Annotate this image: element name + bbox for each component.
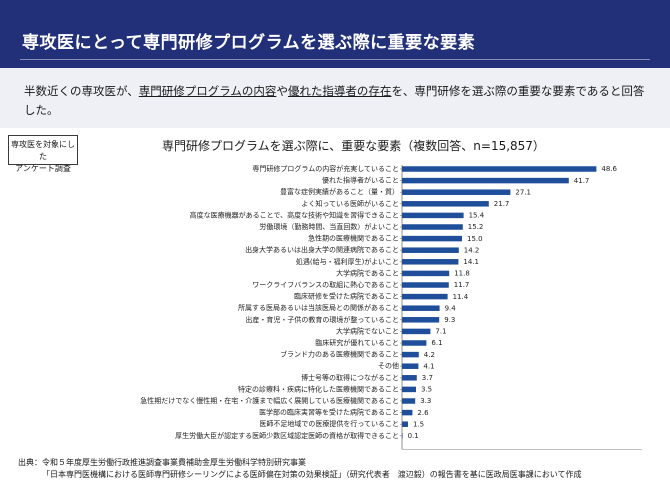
category-label: 博士号等の取得につながること xyxy=(301,373,399,382)
bar xyxy=(402,421,408,427)
category-label: よく知っている医師がいること xyxy=(301,199,399,208)
bar-chart: 専門研修プログラムの内容が充実していること 48.6 優れた指導者がいること 41.7… xyxy=(140,164,642,450)
value-label: 4.2 xyxy=(424,351,435,359)
value-label: 48.6 xyxy=(601,165,617,173)
bar xyxy=(402,351,419,358)
category-label: 厚生労働大臣が認定する医師少数区域認定医師の資格が取得できること xyxy=(175,431,399,440)
survey-badge: 専攻医を対象にした アンケート調査 xyxy=(8,135,78,173)
chart-title: 専門研修プログラムを選ぶ際に、重要な要素（複数回答、n=15,857） xyxy=(162,139,545,153)
value-label: 9.3 xyxy=(444,316,455,324)
category-label: 高度な医療機器があることで、高度な技術や知識を習得できること xyxy=(190,210,399,219)
category-label: 出身大学あるいは出身大学の関連病院であること xyxy=(245,245,399,254)
category-label: ワークライフバランスの取組に熱心であること xyxy=(252,280,399,289)
bar xyxy=(402,328,431,335)
bar xyxy=(402,166,597,172)
category-label: 臨床研究が優れていること xyxy=(315,338,399,347)
value-label: 15.4 xyxy=(469,212,485,220)
value-label: 3.3 xyxy=(420,397,431,405)
category-label: 特定の診療科・疾病に特化した医療機関であること xyxy=(238,384,399,393)
value-label: 7.1 xyxy=(435,328,446,336)
survey-badge-line2: アンケート調査 xyxy=(15,164,71,173)
bar xyxy=(402,433,403,439)
bar xyxy=(402,189,511,195)
bar xyxy=(402,235,462,242)
category-label: ブランド力のある医療機関であること xyxy=(280,350,399,359)
summary-highlight-program: 専門研修プログラムの内容 xyxy=(138,84,277,98)
bar xyxy=(402,317,440,323)
page-header: 専攻医にとって専門研修プログラムを選ぶ際に重要な要素 xyxy=(0,0,670,68)
category-label: 専門研修プログラムの内容が充実していること xyxy=(252,164,399,173)
value-label: 15.2 xyxy=(468,223,484,231)
summary-highlight-mentor: 優れた指導者の存在 xyxy=(287,84,392,98)
bar xyxy=(402,363,419,369)
bar xyxy=(402,305,440,311)
value-label: 41.7 xyxy=(574,177,590,185)
bar xyxy=(402,177,569,184)
bar xyxy=(402,409,413,416)
value-label: 9.4 xyxy=(445,304,457,312)
category-label: 臨床研修を受けた病院であること xyxy=(294,292,399,301)
category-label: 労働環境（勤務時間、当直回数）がよいこと xyxy=(259,222,399,231)
category-label: 大学病院でないこと xyxy=(336,326,399,335)
category-label: 所属する医局あるいは当該医局との関係があること xyxy=(238,303,399,312)
value-label: 3.7 xyxy=(422,374,433,382)
value-label: 21.7 xyxy=(494,200,510,208)
value-label: 6.1 xyxy=(431,339,442,347)
category-label: 医師不足地域での医療提供を行っていること xyxy=(259,419,399,428)
value-label: 15.0 xyxy=(467,235,483,243)
summary-box: 半数近くの専攻医が、専門研修プログラムの内容や優れた指導者の存在を、専門研修を選… xyxy=(0,68,670,128)
bar xyxy=(402,224,463,230)
category-label: 豊富な症例実績があること（量・質） xyxy=(280,187,399,196)
bar xyxy=(402,398,416,404)
source-line-1: 出典：令和５年度厚生労働行政推進調査事業費補助金厚生労働科学特別研究事業 xyxy=(18,458,306,467)
value-label: 3.5 xyxy=(421,386,432,394)
summary-part-1: 半数近くの専攻医が、 xyxy=(24,84,139,98)
value-label: 11.8 xyxy=(454,270,470,278)
bar xyxy=(402,282,449,288)
category-label: 出産・育児・子供の教育の環境が整っていること xyxy=(245,315,399,324)
category-label: 優れた指導者がいること xyxy=(322,176,399,185)
value-label: 11.4 xyxy=(453,293,469,301)
value-label: 14.2 xyxy=(464,246,480,254)
bar xyxy=(402,270,450,277)
bar xyxy=(402,340,427,346)
category-label: 処遇(給与・福利厚生)がよいこと xyxy=(296,257,399,266)
value-label: 2.6 xyxy=(417,409,429,417)
value-label: 4.1 xyxy=(423,362,434,370)
category-label: 急性期の医療機関であること xyxy=(308,234,399,243)
category-label: その他 xyxy=(378,361,399,370)
summary-part-3: を、専門研修を選ぶ際の重要な要素であると回答した。 xyxy=(24,84,645,117)
bar xyxy=(402,259,459,265)
source-line-2: 「日本専門医機構における医師専門研修シーリングによる医師偏在対策の効果検証」（研… xyxy=(42,470,582,479)
bar xyxy=(402,247,459,253)
header-divider xyxy=(20,59,650,60)
category-label: 大学病院であること xyxy=(336,268,399,277)
summary-text: 半数近くの専攻医が、専門研修プログラムの内容や優れた指導者の存在を、専門研修を選… xyxy=(24,82,649,120)
category-label: 急性期だけでなく慢性期・在宅・介護まで幅広く展開している医療機関であること xyxy=(140,396,399,405)
value-label: 27.1 xyxy=(515,188,531,196)
value-label: 0.1 xyxy=(408,432,419,440)
bar xyxy=(402,293,448,300)
bar xyxy=(402,212,464,219)
survey-badge-line1: 専攻医を対象にした xyxy=(11,140,75,161)
value-label: 14.1 xyxy=(463,258,479,266)
category-label: 医学部の臨床実習等を受けた病院であること xyxy=(259,408,399,417)
bar xyxy=(402,386,416,393)
bar xyxy=(402,375,417,381)
summary-part-2: や xyxy=(276,84,288,98)
value-label: 11.7 xyxy=(454,281,470,289)
source-note: 出典：令和５年度厚生労働行政推進調査事業費補助金厚生労働科学特別研究事業 「日本… xyxy=(18,457,582,481)
bar xyxy=(402,201,489,207)
page-title: 専攻医にとって専門研修プログラムを選ぶ際に重要な要素 xyxy=(22,33,476,53)
value-label: 1.5 xyxy=(413,420,424,428)
